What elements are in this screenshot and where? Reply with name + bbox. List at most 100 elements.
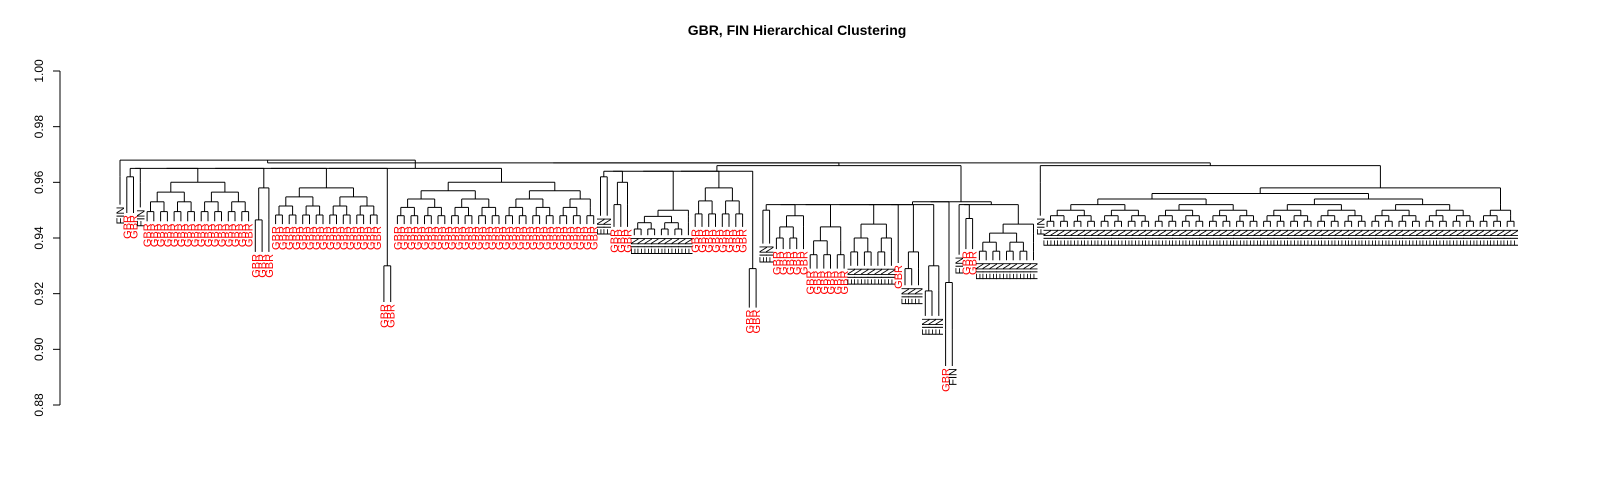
y-axis: 0.88 0.90 0.92 0.94 0.96 0.98 1.00 — [32, 59, 61, 417]
leaf-label: FIN — [947, 368, 959, 386]
leaf-label: GBR — [961, 251, 973, 275]
leaf-label: FIN — [1299, 229, 1311, 247]
leaf-label: GBR — [420, 226, 432, 250]
leaf-label: FIN — [1367, 229, 1379, 247]
leaf-label: GBR — [690, 229, 702, 253]
leaf-label: FIN — [1205, 229, 1217, 247]
dendrogram-tree — [119, 159, 1515, 366]
leaf-label: FIN — [988, 262, 1000, 280]
leaf-label: FIN — [1360, 229, 1372, 247]
leaf-label: GBR — [271, 226, 283, 250]
leaf-label: FIN — [1293, 229, 1305, 247]
leaf-label: FIN — [602, 218, 614, 236]
leaf-label: GBR — [196, 223, 208, 247]
leaf-label: FIN — [974, 262, 986, 280]
leaf-label: GBR — [142, 223, 154, 247]
leaf-label: GBR — [609, 229, 621, 253]
leaf-label: GBR — [298, 226, 310, 250]
leaf-label: GBR — [291, 226, 303, 250]
leaf-label: FIN — [914, 287, 926, 305]
y-tick-label: 0.98 — [32, 115, 46, 139]
leaf-label: FIN — [1435, 229, 1447, 247]
leaf-label: FIN — [1347, 229, 1359, 247]
leaf-label: GBR — [568, 226, 580, 250]
leaf-label: GBR — [257, 254, 269, 278]
leaf-label: GBR — [480, 226, 492, 250]
leaf-label: FIN — [1164, 229, 1176, 247]
leaf-label: GBR — [562, 226, 574, 250]
leaf-label: FIN — [1272, 229, 1284, 247]
leaf-label: GBR — [697, 229, 709, 253]
leaf-label: GBR — [352, 226, 364, 250]
leaf-label: FIN — [981, 262, 993, 280]
leaf-label: FIN — [1191, 229, 1203, 247]
leaf-label: FIN — [880, 268, 892, 286]
leaf-label: GBR — [751, 310, 763, 334]
leaf-label: GBR — [508, 226, 520, 250]
leaf-label: FIN — [1225, 229, 1237, 247]
y-tick-label: 0.96 — [32, 170, 46, 194]
leaf-label: GBR — [616, 229, 628, 253]
leaf-label: FIN — [1008, 262, 1020, 280]
leaf-label: GBR — [819, 271, 831, 295]
leaf-label: FIN — [1177, 229, 1189, 247]
leaf-label: GBR — [129, 215, 141, 239]
leaf-label: GBR — [250, 254, 262, 278]
leaf-label: FIN — [1049, 229, 1061, 247]
leaf-label: FIN — [135, 209, 147, 227]
leaf-label: GBR — [968, 251, 980, 275]
leaf-label: GBR — [122, 215, 134, 239]
leaf-label: FIN — [1441, 229, 1453, 247]
leaf-label: GBR — [447, 226, 459, 250]
leaf-label: GBR — [440, 226, 452, 250]
leaf-label: FIN — [1130, 229, 1142, 247]
leaf-label: GBR — [149, 223, 161, 247]
leaf-label: FIN — [1414, 229, 1426, 247]
leaf-label: GBR — [494, 226, 506, 250]
leaf-label: FIN — [1198, 229, 1210, 247]
leaf-label: FIN — [1496, 229, 1508, 247]
leaf-label: GBR — [528, 226, 540, 250]
leaf-label: FIN — [1340, 229, 1352, 247]
leaf-label: GBR — [325, 226, 337, 250]
leaf-label: GBR — [832, 271, 844, 295]
leaf-label: GBR — [623, 229, 635, 253]
leaf-label: GBR — [223, 223, 235, 247]
leaf-label: GBR — [839, 271, 851, 295]
leaf-label: FIN — [1076, 229, 1088, 247]
leaf-label: GBR — [392, 226, 404, 250]
leaf-label: GBR — [460, 226, 472, 250]
leaf-label: FIN — [886, 268, 898, 286]
leaf-label: GBR — [501, 226, 513, 250]
leaf-label: FIN — [1022, 262, 1034, 280]
leaf-label: FIN — [1306, 229, 1318, 247]
leaf-label: FIN — [927, 318, 939, 336]
leaf-label: FIN — [1502, 229, 1514, 247]
leaf-label: FIN — [1150, 229, 1162, 247]
leaf-label: FIN — [1035, 218, 1047, 236]
leaf-label: GBR — [426, 226, 438, 250]
leaf-label: FIN — [1320, 229, 1332, 247]
leaf-label: FIN — [1002, 262, 1014, 280]
leaf-label: FIN — [1462, 229, 1474, 247]
leaf-label: FIN — [1408, 229, 1420, 247]
leaf-label: GBR — [893, 265, 905, 289]
leaf-label: GBR — [487, 226, 499, 250]
leaf-label: GBR — [156, 223, 168, 247]
leaf-label: FIN — [1015, 262, 1027, 280]
leaf-label: FIN — [1489, 229, 1501, 247]
leaf-label: FIN — [1387, 229, 1399, 247]
leaf-label: GBR — [169, 223, 181, 247]
leaf-label: GBR — [203, 223, 215, 247]
leaf-label: GBR — [244, 223, 256, 247]
leaf-label: FIN — [1279, 229, 1291, 247]
leaf-label: FIN — [1326, 229, 1338, 247]
leaf-label: GBR — [332, 226, 344, 250]
leaf-label: GBR — [386, 304, 398, 328]
leaf-label: GBR — [521, 226, 533, 250]
leaf-label: GBR — [704, 229, 716, 253]
leaf-label: FIN — [1259, 229, 1271, 247]
leaf-label: FIN — [1313, 229, 1325, 247]
leaf-label: GBR — [359, 226, 371, 250]
leaf-label: GBR — [582, 226, 594, 250]
